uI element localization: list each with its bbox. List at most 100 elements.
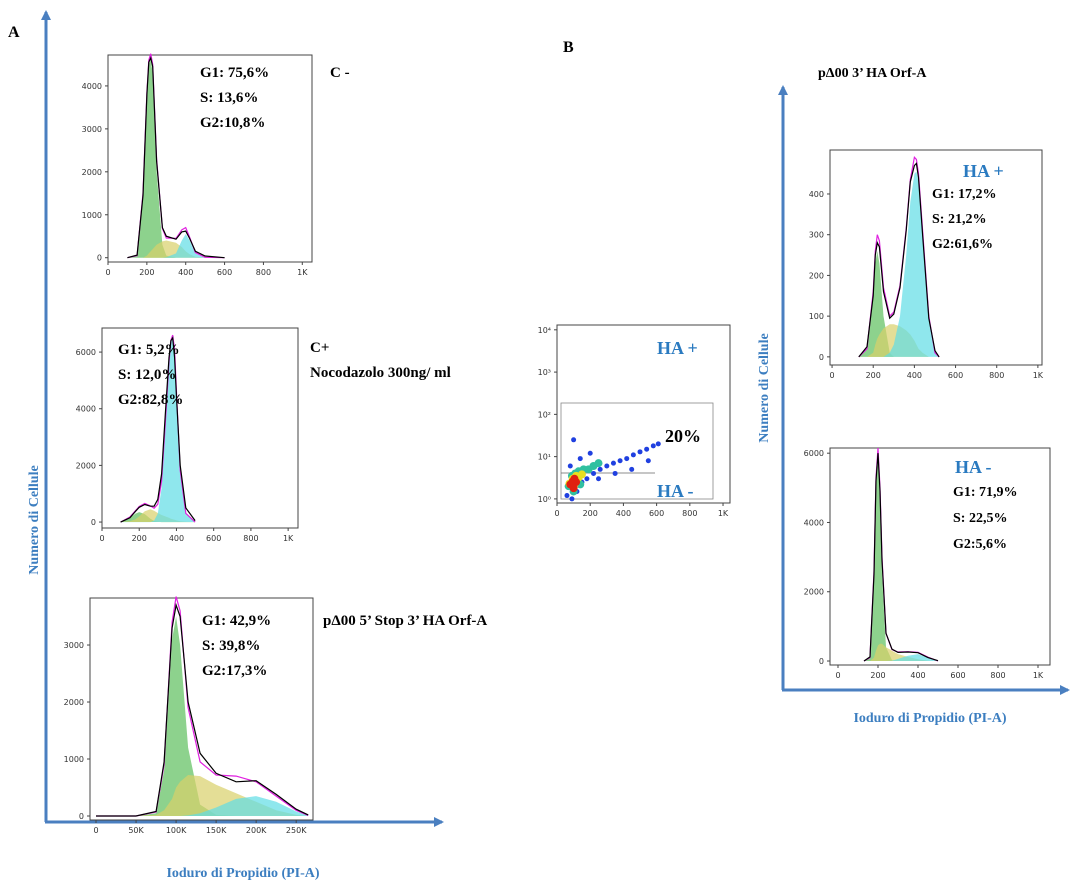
y-tick-label: 0 <box>97 254 102 263</box>
point <box>597 466 603 472</box>
panel-label: pΔ00 5’ Stop 3’ HA Orf-A <box>323 613 487 629</box>
phase-stat: S: 39,8% <box>202 638 260 654</box>
phase-stat: G1: 75,6% <box>200 65 269 81</box>
y-tick-label: 4000 <box>76 405 96 414</box>
point <box>612 470 618 476</box>
point <box>584 476 590 482</box>
histogram-line <box>127 56 225 259</box>
plot-frame <box>829 447 1051 666</box>
point <box>572 478 581 487</box>
phase-stat: S: 13,6% <box>200 90 258 106</box>
plot-frame <box>101 327 299 529</box>
x-tick-label: 0 <box>554 509 559 518</box>
point <box>629 466 635 472</box>
x-tick-label: 800 <box>682 509 697 518</box>
panel: 0 200 400 600 800 1K 10⁰ 10¹ 10² 10³ 10⁴ HA + 20% HA … <box>538 324 731 518</box>
panel-label: HA - <box>955 457 992 477</box>
point <box>650 443 656 449</box>
y-tick-label: 10² <box>538 410 551 419</box>
x-tick-label: 1K <box>1033 671 1044 680</box>
phase-area <box>127 60 225 258</box>
x-tick-label: 400 <box>616 509 631 518</box>
panel-letter: B <box>563 39 574 56</box>
y-tick-label: 10³ <box>538 368 551 377</box>
point <box>567 463 573 469</box>
phase-stat: G1: 71,9% <box>953 485 1018 500</box>
y-tick-label: 2000 <box>82 168 102 177</box>
x-tick-label: 1K <box>297 268 308 277</box>
panel-label: HA - <box>657 481 694 501</box>
point <box>577 470 586 479</box>
point <box>617 458 623 464</box>
panel-title: pΔ00 3’ HA Orf-A <box>818 66 927 81</box>
x-axis-label: Ioduro di Propidio (PI-A) <box>166 866 319 881</box>
point <box>587 450 593 456</box>
phase-stat: S: 22,5% <box>953 511 1007 526</box>
x-tick-label: 1K <box>283 534 294 543</box>
point <box>610 460 616 466</box>
panel: 0 200 400 600 800 1K 0 100 200 300 400 HA + G1: 17,2… <box>809 149 1044 380</box>
x-tick-label: 200 <box>583 509 598 518</box>
phase-stat: G2:61,6% <box>932 237 993 252</box>
phase-stat: G2:82,8% <box>118 392 183 408</box>
x-tick-label: 800 <box>256 268 271 277</box>
phase-area <box>858 171 940 357</box>
y-tick-label: 10¹ <box>538 453 551 462</box>
x-tick-label: 0 <box>835 671 840 680</box>
point <box>637 449 643 455</box>
gate <box>560 402 714 500</box>
histogram-line <box>858 162 940 358</box>
x-tick-label: 100K <box>166 826 187 835</box>
big-axes <box>41 10 1070 827</box>
phase-area <box>858 251 940 357</box>
phase-stat: G2:17,3% <box>202 663 267 679</box>
y-tick-label: 300 <box>809 231 824 240</box>
phase-area <box>96 796 309 817</box>
x-tick-label: 200 <box>132 534 147 543</box>
histogram-line <box>96 602 309 817</box>
y-tick-label: 2000 <box>804 588 824 597</box>
y-tick-label: 6000 <box>804 449 824 458</box>
x-tick-label: 0 <box>105 268 110 277</box>
x-tick-label: 1K <box>718 509 729 518</box>
y-tick-label: 4000 <box>804 518 824 527</box>
phase-stat: G2:10,8% <box>200 115 265 131</box>
panel: 0 200 400 600 800 1K 0 2000 4000 6000 C+ Nocodazolo… <box>76 327 451 543</box>
y-tick-label: 10⁴ <box>538 326 551 335</box>
y-axis-label: Numero di Cellule <box>27 465 42 574</box>
y-tick-label: 0 <box>79 812 84 821</box>
plot-frame <box>829 149 1043 366</box>
x-tick-label: 400 <box>178 268 193 277</box>
phase-stat: S: 12,0% <box>118 367 176 383</box>
point <box>571 437 577 443</box>
x-tick-label: 800 <box>989 371 1004 380</box>
x-tick-label: 600 <box>206 534 221 543</box>
y-tick-label: 1000 <box>64 755 84 764</box>
point <box>645 458 651 464</box>
histogram-line <box>120 336 196 523</box>
phase-area <box>864 654 938 662</box>
panel: 0 200 400 600 800 1K 0 1000 2000 3000 4000 C - G1: 7… <box>82 53 350 277</box>
phase-stat: G1: 5,2% <box>118 342 180 358</box>
point <box>564 493 570 499</box>
panel-letter: A <box>8 24 20 41</box>
phase-stat: S: 21,2% <box>932 212 986 227</box>
y-tick-label: 0 <box>819 353 824 362</box>
phase-stat: G1: 42,9% <box>202 613 271 629</box>
x-tick-label: 600 <box>950 671 965 680</box>
x-axis-label: Ioduro di Propidio (PI-A) <box>853 711 1006 726</box>
x-tick-label: 250K <box>286 826 307 835</box>
y-tick-label: 200 <box>809 271 824 280</box>
point <box>569 496 575 502</box>
x-tick-label: 800 <box>990 671 1005 680</box>
panel-label: C - <box>330 65 350 81</box>
point <box>604 463 610 469</box>
x-tick-label: 200 <box>870 671 885 680</box>
y-tick-label: 10⁰ <box>538 495 551 504</box>
x-tick-label: 600 <box>948 371 963 380</box>
x-tick-label: 200K <box>246 826 267 835</box>
x-tick-label: 200 <box>139 268 154 277</box>
x-tick-label: 600 <box>649 509 664 518</box>
panel-label: Nocodazolo 300ng/ ml <box>310 365 451 381</box>
y-tick-label: 4000 <box>82 82 102 91</box>
